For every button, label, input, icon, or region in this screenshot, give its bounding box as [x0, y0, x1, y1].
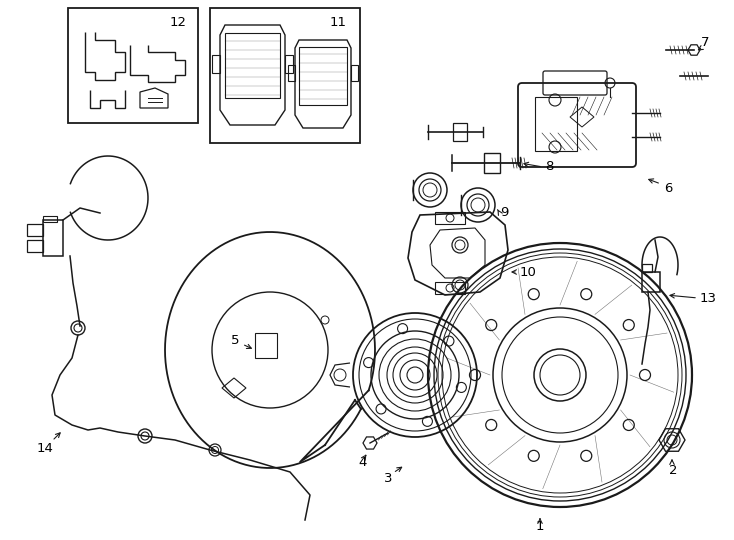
Bar	[27, 240, 43, 252]
Text: 11: 11	[330, 16, 346, 29]
Bar	[43, 216, 57, 222]
Text: 8: 8	[545, 160, 553, 173]
Text: 9: 9	[500, 206, 509, 219]
Bar	[225, 33, 280, 98]
Bar	[210, 8, 360, 143]
Bar	[435, 282, 465, 294]
Text: 7: 7	[701, 36, 709, 49]
Text: 12: 12	[170, 16, 186, 29]
Text: 13: 13	[700, 292, 717, 305]
Text: 1: 1	[536, 521, 544, 534]
Bar	[288, 65, 295, 81]
Bar	[642, 272, 660, 292]
Bar	[212, 55, 220, 73]
Bar	[27, 224, 43, 236]
Text: 6: 6	[664, 181, 672, 194]
Bar	[285, 55, 293, 73]
Bar	[43, 220, 63, 256]
Bar	[453, 123, 467, 141]
Bar	[255, 333, 277, 358]
Bar	[642, 264, 652, 272]
Text: 4: 4	[359, 456, 367, 469]
Text: 5: 5	[230, 334, 239, 347]
Text: 3: 3	[384, 471, 392, 484]
Bar	[68, 8, 198, 123]
Bar	[351, 65, 358, 81]
Bar	[535, 97, 577, 151]
Text: 14: 14	[37, 442, 54, 455]
Bar	[299, 47, 347, 105]
Bar	[484, 153, 500, 173]
Text: 10: 10	[520, 266, 537, 279]
Text: 2: 2	[669, 463, 677, 476]
Bar	[435, 212, 465, 224]
